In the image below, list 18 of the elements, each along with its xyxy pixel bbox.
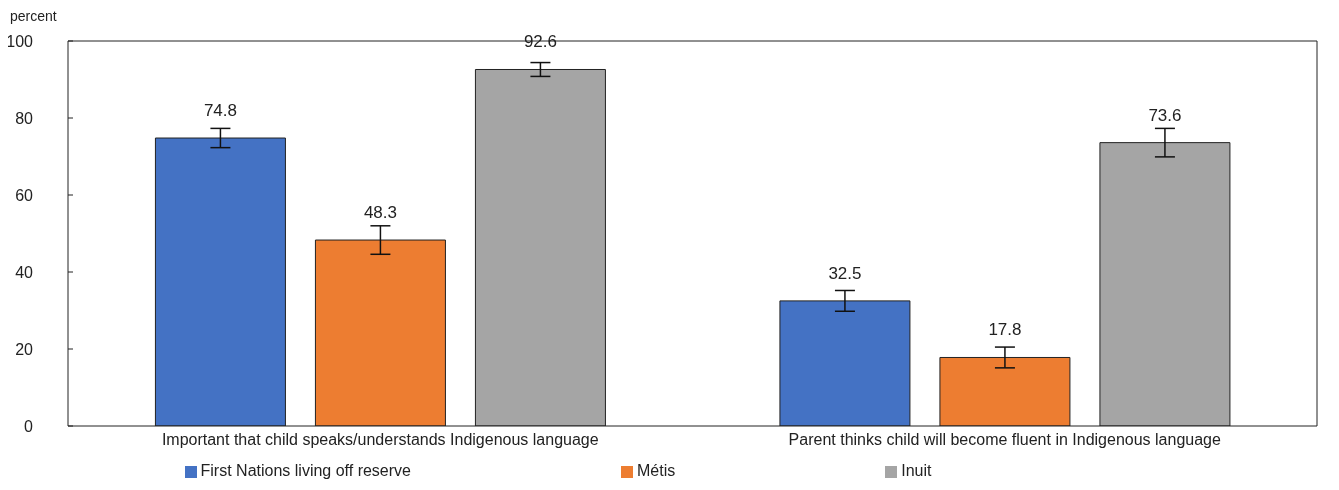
legend-label: Inuit [901, 462, 932, 479]
data-label: 92.6 [523, 32, 557, 52]
y-tick-label: 100 [6, 32, 34, 50]
data-label: 17.8 [988, 320, 1022, 340]
data-label: 48.3 [363, 203, 397, 223]
y-tick-label: 60 [15, 186, 34, 204]
y-tick-label: 80 [15, 109, 34, 127]
y-axis-title: percent [9, 8, 58, 26]
x-tick-label: Important that child speaks/understands Indigenous language [161, 431, 599, 449]
data-label: 32.5 [828, 263, 862, 283]
x-tick-label: Parent thinks child will become fluent in Indigenous language [788, 431, 1221, 449]
y-tick-label: 40 [15, 263, 34, 281]
data-label: 74.8 [203, 101, 237, 121]
legend-label: Métis [636, 462, 676, 479]
data-label: 73.6 [1148, 105, 1182, 125]
legend-label: First Nations living off reserve [200, 462, 411, 479]
y-tick-label: 0 [24, 417, 34, 435]
y-tick-label: 20 [15, 340, 34, 358]
